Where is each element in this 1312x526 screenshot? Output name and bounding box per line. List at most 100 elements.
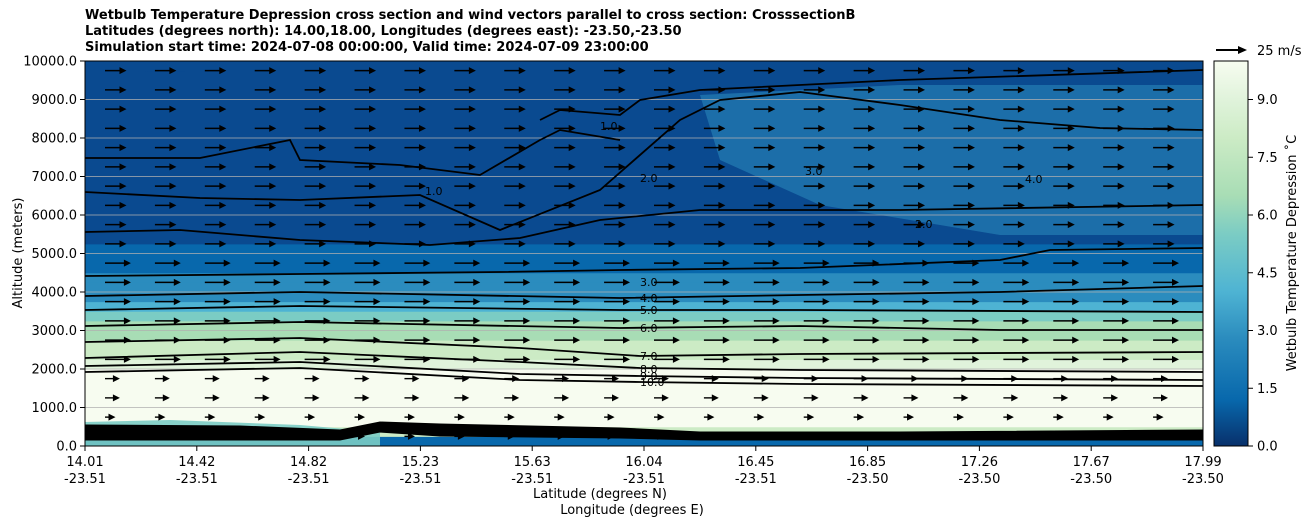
contour-3 (85, 247, 1203, 277)
wind-vector-arrowhead (1017, 124, 1025, 132)
wind-vector-arrowhead (956, 413, 964, 421)
wind-vector-arrowhead (1160, 375, 1168, 383)
wind-vector-arrowhead (468, 163, 476, 171)
shaded-band (85, 369, 1203, 380)
wind-vector-arrowhead (818, 86, 826, 94)
wind-vector-arrowhead (418, 67, 426, 75)
wind-vector-arrowhead (711, 375, 719, 383)
shaded-band (85, 205, 1203, 216)
wind-vector-arrowhead (1072, 259, 1080, 267)
wind-vector-arrowhead (868, 144, 876, 152)
wind-vector-arrowhead (269, 144, 277, 152)
wind-vector-arrowhead (223, 317, 231, 325)
wind-vector-arrowhead (1067, 201, 1075, 209)
wind-vector-arrowhead (369, 221, 377, 229)
wind-vector-arrowhead (818, 67, 826, 75)
x-tick-label-lat: 15.63 (514, 455, 551, 470)
wind-vector-arrowhead (818, 124, 826, 132)
wind-vector-arrowhead (323, 336, 331, 344)
wind-vector-arrowhead (162, 375, 170, 383)
shaded-band (85, 70, 1203, 81)
wind-vector-arrowhead (972, 278, 980, 286)
contour-2-lower (85, 204, 1203, 246)
wind-vector-arrowhead (562, 394, 570, 402)
wind-vector-arrowhead (768, 86, 776, 94)
wind-vector-arrowhead (718, 67, 726, 75)
wind-vector-arrowhead (1022, 317, 1030, 325)
y-tick-label: 8000.0 (32, 132, 78, 147)
wind-vector-arrowhead (468, 124, 476, 132)
wind-vector-arrowhead (1067, 182, 1075, 190)
wind-vector-arrowhead (1011, 375, 1019, 383)
wind-vector-arrowhead (911, 394, 919, 402)
wind-vector-arrowhead (922, 298, 930, 306)
wind-vector-arrowhead (768, 221, 776, 229)
wind-vector-arrowhead (1022, 355, 1030, 363)
wind-vector-arrowhead (722, 317, 730, 325)
wind-vector-arrowhead (323, 259, 331, 267)
wind-vector-arrowhead (568, 240, 576, 248)
wind-vector-arrowhead (768, 67, 776, 75)
wind-vector-arrowhead (807, 413, 815, 421)
wind-vector-arrowhead (273, 278, 281, 286)
wind-vector-arrowhead (907, 432, 915, 440)
x-tick-label-lat: 17.67 (1073, 455, 1110, 470)
wind-vector-arrowhead (269, 240, 277, 248)
wind-vector-arrowhead (418, 221, 426, 229)
y-tick-label: 5000.0 (32, 247, 78, 262)
wind-vector-arrowhead (761, 375, 769, 383)
wind-vector-arrowhead (573, 259, 581, 267)
wind-vector-arrowhead (369, 201, 377, 209)
wind-vector-arrowhead (219, 144, 227, 152)
wind-vector-arrowhead (622, 355, 630, 363)
wind-vector-arrowhead (373, 259, 381, 267)
wind-vector-arrowhead (518, 163, 526, 171)
wind-vector-arrowhead (611, 394, 619, 402)
wind-vector-arrowhead (672, 298, 680, 306)
wind-vector-arrowhead (722, 355, 730, 363)
wind-vector-arrowhead (219, 163, 227, 171)
shaded-band (85, 89, 1203, 100)
wind-vector-arrowhead (872, 355, 880, 363)
wind-vector-arrowhead (907, 413, 915, 421)
wind-vector-arrowhead (1171, 336, 1179, 344)
wind-vector-arrowhead (1017, 201, 1025, 209)
wind-vector-arrowhead (407, 413, 415, 421)
wind-vector-arrowhead (1122, 336, 1130, 344)
x-axis-label-lon: Longitude (degrees E) (560, 503, 704, 518)
y-axis: 0.0 1000.0 2000.0 3000.0 4000.0 5000.0 6000.0 7… (23, 55, 85, 455)
wind-vector-arrowhead (718, 240, 726, 248)
wind-vector-arrowhead (108, 432, 116, 440)
wind-vector-arrowhead (1061, 394, 1069, 402)
wind-vector-arrowhead (967, 240, 975, 248)
wind-vector-arrowhead (918, 163, 926, 171)
wind-vector-arrowhead (1017, 240, 1025, 248)
wind-vector-arrowhead (418, 86, 426, 94)
wind-vector-arrowhead (1167, 221, 1175, 229)
wind-vector-arrowhead (418, 105, 426, 113)
wind-vector-arrowhead (657, 413, 665, 421)
wind-vector-arrowhead (872, 259, 880, 267)
wind-vector-arrowhead (123, 259, 131, 267)
shaded-band (85, 436, 1203, 446)
wind-vector-arrowhead (872, 317, 880, 325)
wind-vector-arrowhead (622, 336, 630, 344)
wind-vector-arrowhead (668, 182, 676, 190)
wind-vector-arrowhead (119, 240, 127, 248)
x-tick-label-lon: -23.51 (623, 472, 665, 487)
wind-vector-arrowhead (269, 163, 277, 171)
wind-vector-arrowhead (223, 336, 231, 344)
wind-vector-arrowhead (568, 163, 576, 171)
wind-vector-arrowhead (1122, 317, 1130, 325)
wind-vector-arrowhead (169, 240, 177, 248)
y-tick-label: 6000.0 (32, 209, 78, 224)
wind-vector-arrowhead (468, 221, 476, 229)
wind-vector-arrowhead (611, 375, 619, 383)
wind-vector-arrowhead (319, 86, 327, 94)
wind-vector-arrowhead (262, 375, 270, 383)
wind-vector-arrowhead (568, 201, 576, 209)
wind-vector-arrowhead (718, 163, 726, 171)
wind-vector-arrowhead (618, 163, 626, 171)
x-tick-label-lon: -23.50 (1182, 472, 1224, 487)
